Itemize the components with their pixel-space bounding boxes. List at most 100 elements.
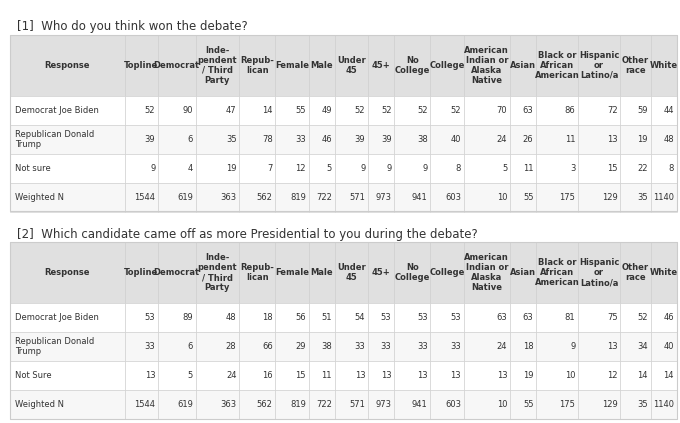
Text: 35: 35: [637, 400, 648, 409]
Text: 4: 4: [188, 164, 193, 173]
Text: 38: 38: [417, 135, 428, 144]
Bar: [239, 242, 275, 303]
Text: Asian: Asian: [510, 61, 536, 70]
Bar: [275, 242, 309, 303]
Text: 90: 90: [182, 106, 193, 115]
Bar: [651, 390, 677, 419]
Bar: [275, 332, 309, 361]
Text: White: White: [649, 61, 678, 70]
Bar: [124, 96, 158, 125]
Bar: [10, 96, 124, 125]
Text: 46: 46: [322, 135, 332, 144]
Text: 49: 49: [322, 106, 332, 115]
Bar: [335, 332, 368, 361]
Text: Democrat Joe Biden: Democrat Joe Biden: [15, 106, 99, 115]
Text: 45+: 45+: [372, 61, 390, 70]
Bar: [309, 361, 335, 390]
Text: 45+: 45+: [372, 268, 390, 277]
Text: [1]  Who do you think won the debate?: [1] Who do you think won the debate?: [17, 20, 248, 33]
Bar: [536, 96, 578, 125]
Bar: [510, 35, 536, 96]
Bar: [158, 361, 196, 390]
Text: Weighted N: Weighted N: [15, 400, 64, 409]
Bar: [536, 303, 578, 332]
Text: 28: 28: [226, 342, 237, 351]
Text: 18: 18: [523, 342, 533, 351]
Bar: [309, 125, 335, 154]
Bar: [510, 390, 536, 419]
Bar: [430, 125, 464, 154]
Text: 9: 9: [386, 164, 392, 173]
Text: Democrat Joe Biden: Democrat Joe Biden: [15, 313, 99, 322]
Bar: [368, 332, 394, 361]
Text: 562: 562: [257, 192, 273, 201]
Bar: [158, 390, 196, 419]
Text: Hispanic
or
Latino/a: Hispanic or Latino/a: [579, 51, 619, 80]
Text: 14: 14: [664, 371, 674, 380]
Bar: [368, 303, 394, 332]
Text: 819: 819: [290, 192, 306, 201]
Bar: [124, 125, 158, 154]
Text: 722: 722: [316, 192, 332, 201]
Bar: [124, 390, 158, 419]
Bar: [309, 332, 335, 361]
Text: 175: 175: [560, 192, 575, 201]
Bar: [368, 242, 394, 303]
Bar: [394, 361, 430, 390]
Text: 15: 15: [296, 371, 306, 380]
Text: 53: 53: [417, 313, 428, 322]
Bar: [510, 96, 536, 125]
Text: 1140: 1140: [653, 400, 674, 409]
Text: 11: 11: [322, 371, 332, 380]
Bar: [430, 303, 464, 332]
Text: 24: 24: [497, 135, 507, 144]
Text: College: College: [429, 61, 464, 70]
Bar: [309, 390, 335, 419]
Bar: [239, 96, 275, 125]
Text: 48: 48: [226, 313, 237, 322]
Bar: [394, 154, 430, 183]
Text: 6: 6: [188, 135, 193, 144]
Text: 13: 13: [381, 371, 392, 380]
Bar: [335, 390, 368, 419]
Bar: [430, 390, 464, 419]
Bar: [536, 35, 578, 96]
Text: 52: 52: [450, 106, 461, 115]
Bar: [651, 125, 677, 154]
Bar: [430, 96, 464, 125]
Bar: [464, 96, 510, 125]
Text: American
Indian or
Alaska
Native: American Indian or Alaska Native: [464, 46, 509, 85]
Text: Black or
African
American: Black or African American: [534, 51, 579, 80]
Text: 14: 14: [262, 106, 273, 115]
Bar: [510, 125, 536, 154]
Text: 129: 129: [602, 192, 617, 201]
Text: No
College: No College: [394, 56, 430, 75]
Text: 3: 3: [570, 164, 575, 173]
Bar: [335, 154, 368, 183]
Bar: [368, 183, 394, 212]
Bar: [158, 332, 196, 361]
Text: 18: 18: [262, 313, 273, 322]
Bar: [196, 96, 239, 125]
Text: 11: 11: [523, 164, 533, 173]
Text: 24: 24: [497, 342, 507, 351]
Text: 5: 5: [327, 164, 332, 173]
Text: 571: 571: [350, 400, 365, 409]
Text: 5: 5: [188, 371, 193, 380]
Bar: [578, 390, 620, 419]
Bar: [124, 183, 158, 212]
Bar: [394, 96, 430, 125]
Text: 9: 9: [422, 164, 428, 173]
Text: 7: 7: [267, 164, 273, 173]
Bar: [394, 303, 430, 332]
Text: 1140: 1140: [653, 192, 674, 201]
Bar: [464, 332, 510, 361]
Text: 363: 363: [220, 192, 237, 201]
Bar: [536, 183, 578, 212]
Text: 29: 29: [296, 342, 306, 351]
Bar: [651, 361, 677, 390]
Bar: [536, 125, 578, 154]
Bar: [239, 154, 275, 183]
Bar: [275, 183, 309, 212]
Text: 81: 81: [565, 313, 575, 322]
